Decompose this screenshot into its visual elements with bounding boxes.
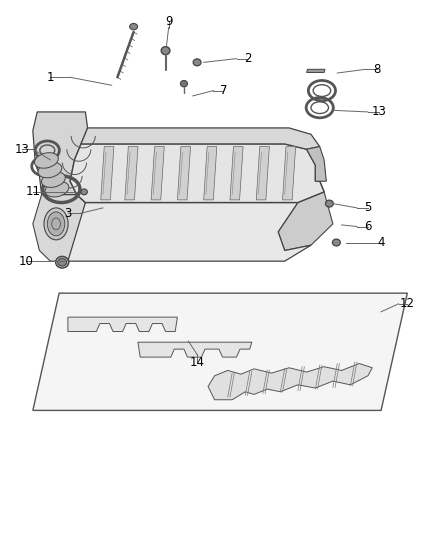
Polygon shape (307, 69, 325, 72)
Text: 4: 4 (377, 236, 385, 249)
Polygon shape (138, 342, 252, 357)
Ellipse shape (58, 259, 67, 266)
Polygon shape (256, 147, 269, 200)
Ellipse shape (81, 189, 87, 195)
Text: 2: 2 (244, 52, 251, 65)
Polygon shape (81, 128, 320, 149)
Text: 10: 10 (19, 255, 34, 268)
Polygon shape (125, 147, 138, 200)
Polygon shape (33, 293, 407, 410)
Text: 13: 13 (14, 143, 29, 156)
Ellipse shape (56, 256, 69, 268)
Polygon shape (228, 183, 249, 196)
Ellipse shape (180, 80, 187, 87)
Ellipse shape (325, 200, 333, 207)
Polygon shape (202, 183, 223, 196)
Text: 11: 11 (25, 185, 40, 198)
Ellipse shape (35, 152, 58, 168)
Ellipse shape (38, 162, 62, 178)
Ellipse shape (42, 172, 65, 188)
Polygon shape (70, 181, 324, 203)
Polygon shape (208, 364, 372, 400)
Polygon shape (278, 192, 333, 251)
Ellipse shape (193, 59, 201, 66)
Polygon shape (33, 195, 85, 261)
Text: 9: 9 (165, 15, 173, 28)
Text: 1: 1 (46, 71, 54, 84)
Polygon shape (177, 183, 198, 196)
Text: 13: 13 (371, 106, 386, 118)
Polygon shape (68, 203, 311, 261)
Polygon shape (279, 183, 300, 196)
Polygon shape (68, 317, 177, 332)
Polygon shape (126, 183, 147, 196)
Ellipse shape (130, 23, 138, 30)
Polygon shape (253, 183, 274, 196)
Polygon shape (151, 147, 164, 200)
Text: 5: 5 (364, 201, 371, 214)
Polygon shape (101, 147, 114, 200)
Text: 8: 8 (373, 63, 380, 76)
Text: 14: 14 (190, 356, 205, 369)
Text: 12: 12 (400, 297, 415, 310)
Polygon shape (230, 147, 243, 200)
Polygon shape (33, 112, 88, 195)
Ellipse shape (44, 208, 68, 240)
Ellipse shape (332, 239, 340, 246)
Polygon shape (152, 183, 173, 196)
Text: 3: 3 (64, 207, 71, 220)
Polygon shape (283, 147, 296, 200)
Ellipse shape (47, 212, 65, 236)
Polygon shape (204, 147, 217, 200)
Polygon shape (307, 147, 326, 181)
Polygon shape (70, 144, 324, 203)
Ellipse shape (161, 47, 170, 55)
Ellipse shape (45, 181, 69, 197)
Polygon shape (177, 147, 191, 200)
Polygon shape (101, 183, 122, 196)
Text: 7: 7 (219, 84, 227, 97)
Text: 6: 6 (364, 220, 372, 233)
